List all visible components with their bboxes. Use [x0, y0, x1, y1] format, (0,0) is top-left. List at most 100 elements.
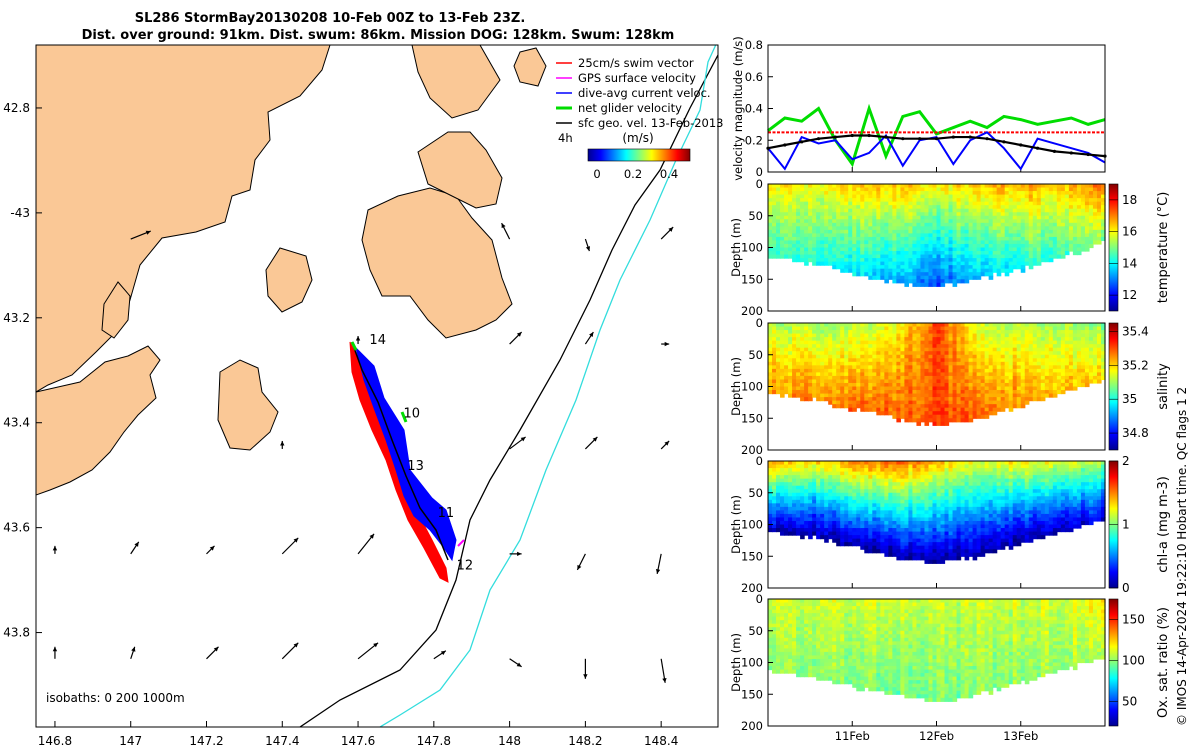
- salinity-cell: [916, 390, 922, 395]
- salinity-cell: [1044, 382, 1050, 388]
- salinity-cell: [896, 372, 901, 377]
- salinity-cell: [808, 375, 813, 381]
- chl-a-cell: [840, 517, 845, 522]
- temperature-cell: [1040, 233, 1046, 238]
- salinity-cell: [884, 393, 889, 398]
- salinity-cell: [1012, 361, 1018, 366]
- salinity-cell: [892, 379, 897, 384]
- temperature-cell: [828, 191, 833, 196]
- temperature-cell: [900, 222, 906, 227]
- salinity-cell: [920, 400, 926, 405]
- salinity-cell: [888, 372, 893, 377]
- salinity-cell: [900, 351, 906, 356]
- salinity-cell: [964, 323, 970, 328]
- salinity-cell: [1052, 344, 1058, 349]
- temperature-cell: [956, 226, 962, 231]
- salinity-cell: [976, 379, 982, 384]
- temperature-cell: [812, 236, 817, 242]
- temperature-cell: [964, 226, 970, 231]
- temperature-cell: [988, 243, 994, 249]
- chl-a-cell: [876, 545, 881, 550]
- temperature-cell: [892, 261, 897, 266]
- temperature-cell: [932, 226, 938, 231]
- temperature-cell: [996, 243, 1002, 249]
- salinity-cell: [1040, 351, 1046, 356]
- temperature-cell: [888, 254, 893, 259]
- temperature-cell: [1016, 212, 1022, 217]
- temperature-cell: [1076, 208, 1082, 213]
- salinity-cell: [952, 404, 958, 409]
- salinity-cell: [900, 400, 906, 405]
- temperature-cell: [832, 251, 837, 256]
- temperature-cell: [776, 243, 781, 249]
- temperature-cell: [900, 261, 906, 266]
- salinity-cell: [1072, 375, 1078, 381]
- salinity-cell: [972, 386, 978, 391]
- temperature-cell: [836, 258, 841, 263]
- chl-a-cell: [784, 464, 789, 469]
- chl-a-cell: [880, 475, 885, 480]
- temperature-cell: [832, 184, 837, 189]
- salinity-cell: [1072, 337, 1078, 342]
- salinity-cell: [828, 347, 833, 352]
- chl-a-cell: [828, 531, 833, 536]
- temperature-cell: [828, 187, 833, 192]
- temperature-cell: [776, 187, 781, 192]
- temperature-cell: [916, 205, 922, 210]
- salinity-cell: [796, 368, 801, 373]
- temperature-cell: [1100, 184, 1106, 189]
- temperature-cell: [1028, 184, 1034, 189]
- salinity-cell: [1008, 404, 1014, 409]
- salinity-cell: [1060, 365, 1066, 370]
- salinity-cell: [964, 382, 970, 388]
- salinity-cell: [832, 390, 837, 395]
- map-colorbar-tick: 0.4: [660, 167, 678, 181]
- chl-a-cell: [820, 535, 825, 540]
- map-xtick-label: 147.4: [265, 734, 299, 748]
- salinity-cell: [820, 382, 825, 388]
- temperature-cell: [872, 215, 877, 220]
- temperature-cell: [916, 275, 922, 280]
- salinity-cell: [824, 390, 829, 395]
- chl-a-cell: [768, 485, 773, 490]
- temperature-cell: [948, 258, 954, 263]
- salinity-cell: [772, 382, 777, 388]
- salinity-cell: [964, 354, 970, 359]
- salinity-cell: [944, 358, 950, 363]
- chl-a-cell: [784, 471, 789, 476]
- salinity-cell: [956, 347, 962, 352]
- salinity-cell: [1032, 326, 1038, 331]
- salinity-cell: [932, 379, 938, 384]
- temperature-cell: [864, 187, 869, 192]
- temperature-cell: [964, 184, 970, 189]
- temperature-cell: [908, 226, 914, 231]
- chl-a-cell: [828, 478, 833, 483]
- salinity-cell: [804, 358, 809, 363]
- temperature-cell: [996, 212, 1002, 217]
- temperature-cell: [1048, 258, 1054, 263]
- salinity-cell: [796, 393, 801, 398]
- chl-a-cell: [796, 510, 801, 515]
- salinity-cell: [944, 404, 950, 409]
- chl-a-cell: [832, 475, 837, 480]
- temperature-cell: [880, 233, 885, 238]
- temperature-cell: [1020, 184, 1026, 189]
- temperature-cell: [1064, 208, 1070, 213]
- salinity-cell: [796, 330, 801, 335]
- temperature-cell: [1100, 236, 1106, 242]
- salinity-cell: [1048, 368, 1054, 373]
- chl-a-cell: [840, 524, 845, 529]
- chl-a-cell: [836, 520, 841, 526]
- glider-track: [349, 341, 465, 583]
- temperature-cell: [980, 268, 986, 273]
- salinity-cell: [940, 361, 946, 366]
- temperature-cell: [876, 240, 881, 245]
- temperature-cell: [1004, 187, 1010, 192]
- temperature-cell: [852, 184, 857, 189]
- salinity-cell: [876, 379, 881, 384]
- temperature-cell: [860, 233, 865, 238]
- chl-a-cell: [864, 499, 869, 504]
- salinity-cell: [788, 375, 793, 381]
- salinity-cell: [1000, 386, 1006, 391]
- salinity-cell: [840, 347, 845, 352]
